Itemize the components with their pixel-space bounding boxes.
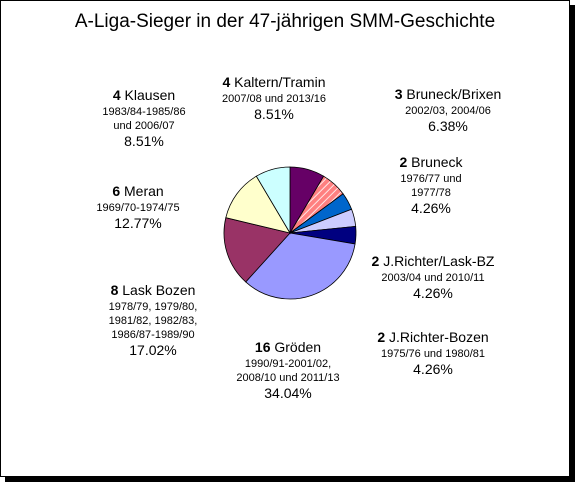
slice-label-percent: 4.26% [413,361,453,377]
slice-label-title: 4 Klausen [113,87,175,103]
slice-label-percent: 6.38% [428,118,468,134]
chart-title: A-Liga-Sieger in der 47-jährigen SMM-Ges… [75,11,495,32]
slice-label-title: 2 J.Richter-Bozen [377,329,488,345]
slice-label-name: Gröden [270,339,321,355]
slice-label-name: J.Richter-Bozen [385,329,488,345]
slice-label-percent: 12.77% [114,215,161,231]
slice-6 [223,217,291,283]
slice-label-title: 4 Kaltern/Tramin [223,74,326,90]
slice-label-name: J.Richter/Lask-BZ [379,253,495,269]
slice-label-name: Bruneck/Brixen [402,86,501,102]
slice-label-count: 2 [399,154,407,170]
slice-label-1: 3 Bruneck/Brixen 2002/03, 2004/066.38% [395,86,502,134]
slice-label-years: 1977/78 [411,187,451,199]
slice-label-count: 16 [255,339,271,355]
slice-label-years: 1986/87-1989/90 [111,329,194,341]
slice-label-years: 1978/79, 1979/80, [109,301,198,313]
slice-label-years: 1976/77 und [400,173,461,185]
slice-label-years: 2002/03, 2004/06 [405,105,491,117]
slice-label-title: 2 J.Richter/Lask-BZ [372,253,495,269]
slice-label-percent: 4.26% [413,285,453,301]
slice-label-8: 4 Klausen 1983/84-1985/86 und 2006/078.51% [102,87,185,149]
slice-label-count: 2 [372,253,380,269]
slice-label-name: Lask Bozen [118,282,195,298]
slice-label-5: 16 Gröden 1990/91-2001/02, 2008/10 und 201… [236,339,339,401]
pie-chart: A-Liga-Sieger in der 47-jährigen SMM-Ges… [75,11,501,401]
slice-label-years: 1990/91-2001/02, [245,358,331,370]
slice-label-title: 2 Bruneck [399,154,463,170]
slice-label-count: 4 [223,74,231,90]
slice-label-percent: 8.51% [124,133,164,149]
slice-label-years: 1975/76 und 1980/81 [381,348,485,360]
slice-label-years: 2003/04 und 2010/11 [381,272,484,284]
slice-label-2: 2 Bruneck 1976/77 und 1977/784.26% [399,154,463,216]
chart-frame: A-Liga-Sieger in der 47-jährigen SMM-Ges… [0,0,570,477]
slice-label-years: 1969/70-1974/75 [96,202,179,214]
slice-label-years: 1983/84-1985/86 [102,106,185,118]
slice-label-count: 2 [377,329,385,345]
slice-label-count: 8 [111,282,119,298]
slice-5 [245,232,356,300]
slice-label-percent: 34.04% [264,385,311,401]
slice-label-3: 2 J.Richter/Lask-BZ 2003/04 und 2010/114.… [372,253,495,301]
slice-label-title: 3 Bruneck/Brixen [395,86,502,102]
slice-label-years: 1981/82, 1982/83, [109,315,198,327]
slice-label-title: 8 Lask Bozen [111,282,196,298]
slice-label-name: Klausen [121,87,175,103]
slice-label-percent: 4.26% [411,200,451,216]
slice-8 [255,166,291,235]
slice-label-6: 8 Lask Bozen 1978/79, 1979/80, 1981/82, 19… [109,282,198,358]
slice-label-years: 2008/10 und 2011/13 [236,372,339,384]
pie-slices [223,166,357,300]
slice-label-0: 4 Kaltern/Tramin 2007/08 und 2013/168.51% [222,74,326,122]
slice-label-count: 6 [112,183,120,199]
slice-label-name: Bruneck [407,154,463,170]
slice-label-4: 2 J.Richter-Bozen 1975/76 und 1980/814.26… [377,329,488,377]
slice-label-percent: 8.51% [254,106,294,122]
slice-label-years: und 2006/07 [113,120,174,132]
slice-label-count: 4 [113,87,121,103]
slice-label-years: 2007/08 und 2013/16 [222,93,326,105]
slice-label-percent: 17.02% [129,342,176,358]
slice-label-title: 16 Gröden [255,339,321,355]
slice-label-count: 3 [395,86,403,102]
slice-label-name: Meran [120,183,164,199]
slice-label-name: Kaltern/Tramin [230,74,325,90]
slice-label-title: 6 Meran [112,183,163,199]
